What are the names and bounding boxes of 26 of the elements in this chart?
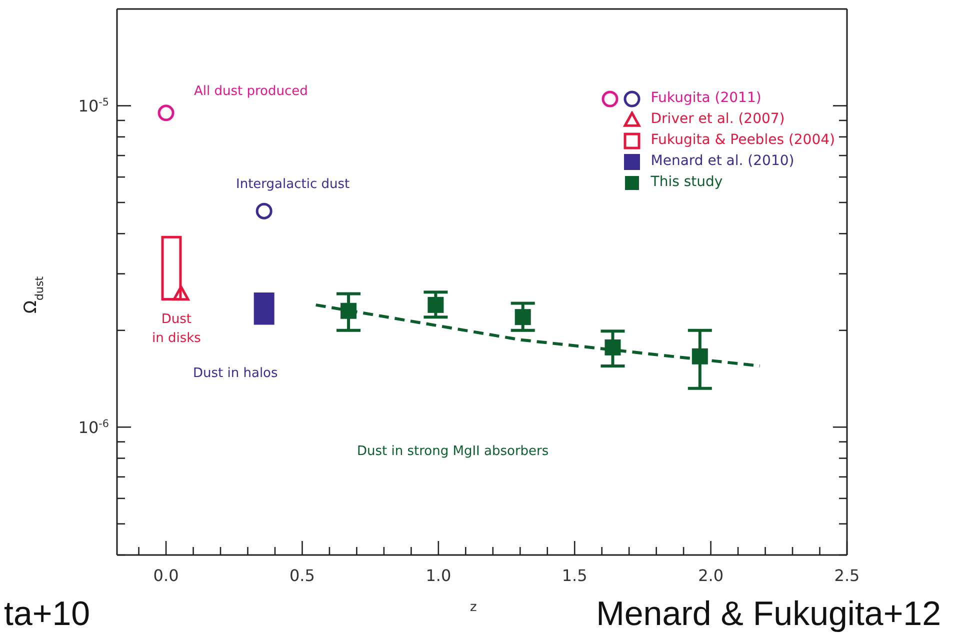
legend-label: Menard et al. (2010) (650, 152, 794, 171)
point (256, 202, 272, 220)
legend-label: This study (650, 173, 723, 192)
legend-label: Fukugita & Peebles (2004) (650, 131, 835, 150)
text: Menard & Fukugita+12 (596, 595, 941, 634)
y-tick-label: 10$^{-5}$ (78, 96, 109, 116)
x-tick-label: 2.0 (698, 566, 724, 585)
point (158, 104, 174, 122)
x-tick-label: 1.5 (562, 566, 588, 585)
annotation: Dust in disks (152, 311, 201, 348)
point (172, 286, 190, 301)
x-tick-label: 0.5 (289, 566, 315, 585)
point (428, 296, 444, 313)
annotation: Dust in halos (193, 366, 278, 381)
annotation: Dust in strong MgII absorbers (357, 444, 549, 459)
annotation: All dust produced (194, 84, 308, 99)
x-axis-title: z (470, 600, 477, 615)
legend-label: Driver et al. (2007) (650, 110, 785, 129)
x-tick-label: 1.0 (426, 566, 452, 585)
y-tick-label: 10$^{-6}$ (78, 418, 109, 438)
x-tick-label: 2.5 (834, 566, 860, 585)
point (514, 309, 531, 326)
annotation: Intergalactic dust (236, 177, 350, 192)
text: ta+10 (4, 595, 90, 634)
x-tick-label: 0.0 (153, 566, 179, 585)
legend-label: Fukugita (2011) (650, 89, 762, 108)
